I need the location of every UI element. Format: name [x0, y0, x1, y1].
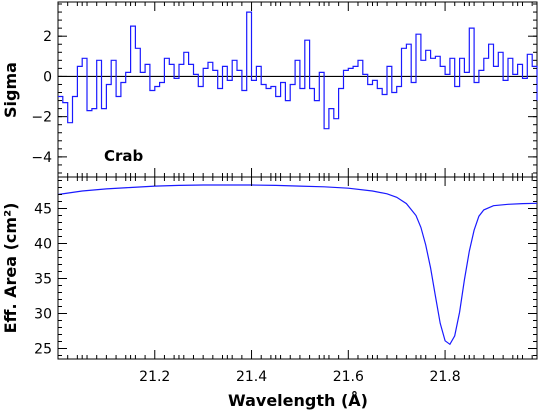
x-tick-label: 21.2 — [139, 369, 170, 385]
y-tick-label: −2 — [31, 110, 52, 126]
y-tick-label: 45 — [34, 202, 52, 218]
y-tick-label: −4 — [31, 150, 52, 166]
x-tick-label: 21.6 — [333, 369, 364, 385]
bottom-panel-frame — [57, 176, 538, 360]
bottom-y-axis-label: Eff. Area (cm²) — [1, 203, 20, 334]
x-axis-label: Wavelength (Å) — [228, 391, 368, 410]
bottom-x-ticks: 21.2 21.4 21.6 21.8 — [67, 177, 533, 385]
top-y-ticks: −4 −2 0 2 — [31, 3, 537, 174]
x-tick-label: 21.4 — [236, 369, 267, 385]
top-x-ticks — [67, 2, 533, 177]
top-y-axis-label: Sigma — [1, 62, 20, 118]
sigma-series-line — [58, 11, 538, 130]
y-tick-label: 35 — [34, 272, 52, 288]
y-tick-label: 0 — [43, 69, 52, 85]
bottom-panel: 25 30 35 40 45 21.2 21.4 21.6 21.8 Eff. Area (c… — [1, 176, 538, 410]
y-tick-label: 25 — [34, 342, 52, 358]
y-tick-label: 30 — [34, 307, 52, 323]
effective-area-curve — [57, 184, 538, 346]
x-tick-label: 21.8 — [429, 369, 460, 385]
bottom-y-ticks: 25 30 35 40 45 — [34, 180, 537, 358]
crab-annotation: Crab — [104, 147, 144, 165]
y-tick-label: 40 — [34, 237, 52, 253]
top-panel: −4 −2 0 2 Crab Sigma — [1, 1, 538, 178]
y-tick-label: 2 — [43, 29, 52, 45]
